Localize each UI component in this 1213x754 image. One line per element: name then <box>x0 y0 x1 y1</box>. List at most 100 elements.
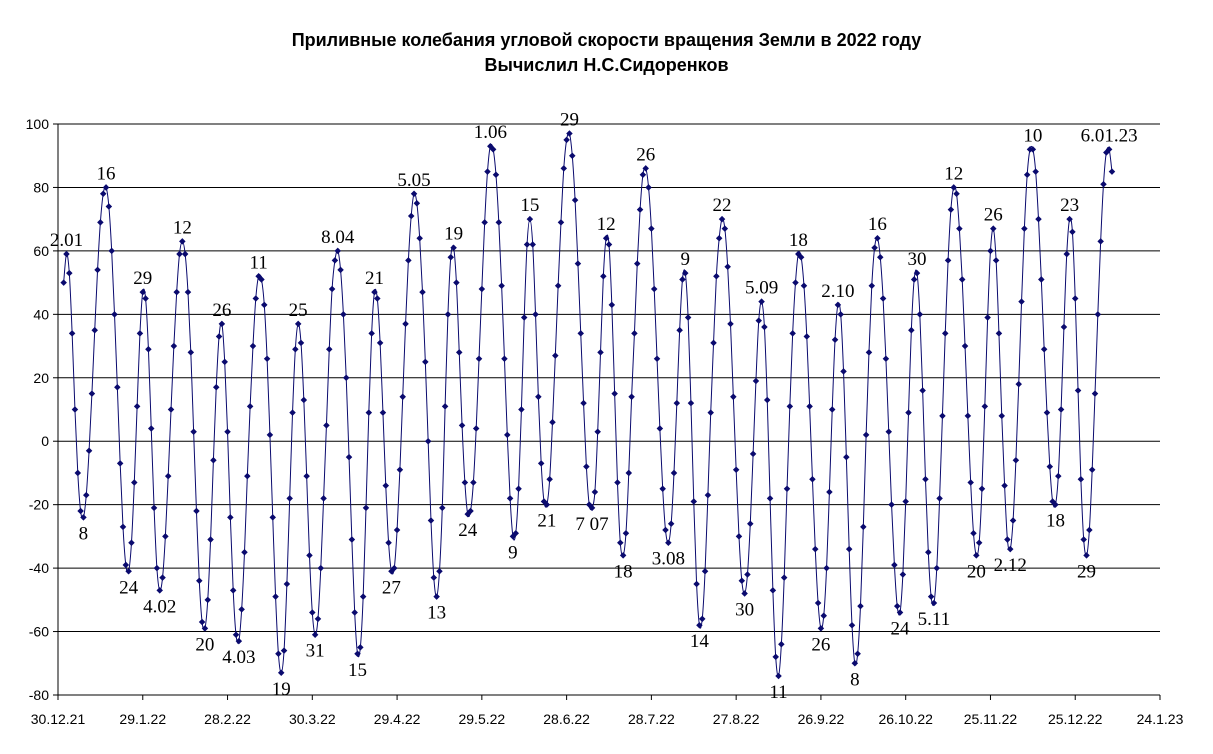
data-point <box>998 412 1006 420</box>
extremum-label: 5.09 <box>745 278 778 299</box>
data-point <box>580 399 587 407</box>
data-point <box>246 403 254 410</box>
data-point <box>990 225 997 232</box>
extremum-label: 2.01 <box>50 230 83 251</box>
extremum-label: 15 <box>520 195 539 216</box>
data-point <box>249 342 257 350</box>
data-point <box>617 539 624 546</box>
data-point <box>300 396 308 404</box>
extremum-label: 14 <box>690 631 710 652</box>
data-point <box>1040 345 1048 353</box>
data-point <box>834 301 842 309</box>
data-point <box>958 276 966 283</box>
extremum-label: 7 07 <box>575 514 608 535</box>
data-point <box>761 323 768 331</box>
data-point <box>441 403 449 410</box>
y-tick-label: 60 <box>33 243 49 259</box>
data-point <box>1097 238 1104 245</box>
data-point <box>167 406 175 413</box>
data-point <box>981 403 989 410</box>
data-point <box>433 593 440 600</box>
data-point <box>970 529 977 537</box>
x-tick-label: 28.2.22 <box>204 711 251 727</box>
data-point <box>224 428 231 435</box>
data-point <box>63 250 70 258</box>
data-point <box>676 326 683 334</box>
data-point <box>792 279 799 286</box>
data-point <box>715 234 723 242</box>
data-point <box>342 374 350 382</box>
data-point <box>557 219 565 226</box>
x-tick-label: 24.1.23 <box>1137 711 1184 727</box>
data-point <box>139 288 147 296</box>
y-tick-label: -60 <box>29 624 49 640</box>
x-tick-label: 26.9.22 <box>798 711 845 727</box>
extremum-label: 3.08 <box>652 549 685 570</box>
data-point <box>899 571 907 578</box>
data-point <box>263 355 271 362</box>
data-point <box>371 288 378 296</box>
extremum-label: 24 <box>119 577 139 598</box>
data-point <box>314 615 322 623</box>
data-point <box>529 241 536 248</box>
extremum-label: 22 <box>713 195 732 216</box>
data-point <box>741 590 748 597</box>
extremum-label: 9 <box>681 249 691 270</box>
data-point <box>933 564 941 572</box>
data-point <box>402 320 409 328</box>
data-point <box>504 431 511 439</box>
y-tick-label: -20 <box>29 497 49 513</box>
extremum-label: 12 <box>944 163 963 184</box>
data-point <box>427 517 435 524</box>
extremum-label: 30 <box>907 249 926 270</box>
chart-title: Приливные колебания угловой скорости вра… <box>291 30 922 50</box>
data-point <box>1080 536 1087 543</box>
data-point <box>286 495 293 502</box>
extremum-label: 8.04 <box>321 227 355 248</box>
data-point <box>888 501 895 508</box>
data-point <box>232 631 240 638</box>
data-point <box>871 244 878 251</box>
data-point <box>351 609 358 616</box>
y-tick-label: 20 <box>33 370 49 386</box>
data-point <box>66 269 73 277</box>
data-point <box>634 260 641 267</box>
data-point <box>334 247 341 255</box>
extremum-label: 23 <box>1060 195 1079 216</box>
data-point <box>927 593 935 600</box>
extremum-label: 5.11 <box>918 609 951 630</box>
data-point <box>941 330 949 337</box>
data-point <box>950 184 957 191</box>
data-point <box>656 425 664 432</box>
data-point <box>964 412 972 420</box>
data-point <box>891 561 898 569</box>
data-point <box>320 495 327 502</box>
data-point <box>549 418 556 426</box>
data-point <box>868 282 876 290</box>
data-point <box>910 276 918 283</box>
extremum-label: 15 <box>348 660 367 681</box>
data-point <box>142 295 149 302</box>
data-point <box>597 349 604 356</box>
data-point <box>978 485 986 493</box>
data-point <box>80 514 87 521</box>
data-point <box>1091 390 1099 397</box>
data-point <box>930 599 938 607</box>
data-point <box>919 387 926 394</box>
data-point <box>1069 228 1076 236</box>
y-tick-label: 40 <box>33 306 49 322</box>
extremum-label: 26 <box>636 144 655 165</box>
data-point <box>738 577 746 585</box>
data-point <box>885 428 892 435</box>
data-point <box>280 647 288 654</box>
data-point <box>800 282 808 290</box>
extremum-label: 30 <box>735 599 754 620</box>
data-point <box>908 326 915 334</box>
extremum-label: 19 <box>272 679 291 700</box>
data-point <box>495 219 503 226</box>
data-point <box>176 250 183 258</box>
data-point <box>283 580 291 588</box>
data-point <box>362 504 370 512</box>
data-point <box>772 653 779 661</box>
